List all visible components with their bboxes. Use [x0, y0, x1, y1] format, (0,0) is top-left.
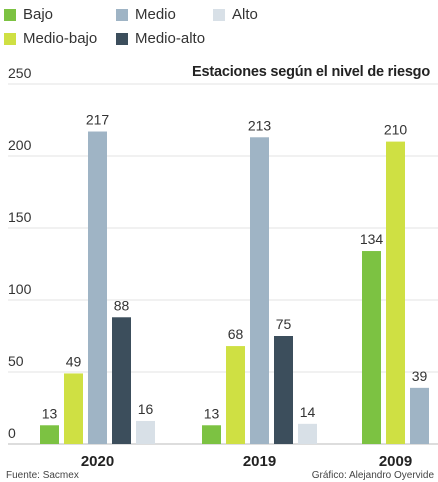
legend-item-medio: Medio [116, 6, 176, 23]
y-tick-label-200: 200 [8, 137, 32, 153]
bar-2009-medio-bajo [386, 141, 405, 444]
legend-swatch-alto [213, 8, 225, 21]
legend-item-bajo: Bajo [4, 6, 53, 23]
y-tick-label-150: 150 [8, 209, 32, 225]
bar-2020-medio-bajo [64, 373, 83, 444]
bar-2020-alto [136, 420, 155, 444]
legend-swatch-medio-alto [116, 32, 128, 45]
x-category-label-2009: 2009 [379, 453, 412, 470]
legend-label-medio-bajo: Medio-bajo [23, 30, 98, 47]
legend-swatch-bajo [4, 8, 16, 21]
data-label-2009-bajo: 134 [360, 231, 384, 247]
data-label-2019-medio-bajo: 68 [228, 326, 244, 342]
y-tick-label-50: 50 [8, 353, 24, 369]
data-label-2019-medio-alto: 75 [276, 316, 292, 332]
data-label-2020-medio: 217 [86, 112, 110, 128]
chart-legend: Bajo Medio Alto Medio-bajo Medio-alto [0, 0, 438, 56]
bar-2019-medio-alto [274, 336, 293, 444]
data-label-2019-medio: 213 [248, 117, 272, 133]
bar-2020-medio-alto [112, 317, 131, 444]
bar-2009-bajo [362, 251, 381, 444]
x-category-label-2020: 2020 [81, 453, 114, 470]
data-label-2009-medio: 39 [412, 368, 428, 384]
bar-2019-medio-bajo [226, 346, 245, 444]
credit-note: Gráfico: Alejandro Oyervide [311, 470, 434, 481]
bar-2009-medio [410, 387, 429, 444]
bar-2019-alto [298, 423, 317, 444]
source-note: Fuente: Sacmex [6, 470, 79, 481]
data-label-2019-bajo: 13 [204, 405, 220, 421]
x-category-label-2019: 2019 [243, 453, 276, 470]
y-tick-label-0: 0 [8, 425, 16, 441]
legend-item-alto: Alto [213, 6, 258, 23]
bar-2019-bajo [202, 425, 221, 444]
legend-label-alto: Alto [232, 6, 258, 23]
bar-2019-medio [250, 137, 269, 444]
bar-2020-bajo [40, 425, 59, 444]
data-label-2019-alto: 14 [300, 404, 316, 420]
data-label-2009-medio-bajo: 210 [384, 122, 408, 138]
legend-label-bajo: Bajo [23, 6, 54, 23]
bar-2020-medio [88, 131, 107, 444]
chart-title: Estaciones según el nivel de riesgo [192, 64, 430, 80]
legend-swatch-medio [116, 8, 128, 21]
data-label-2020-medio-alto: 88 [114, 297, 130, 313]
y-tick-label-100: 100 [8, 281, 32, 297]
data-label-2020-medio-bajo: 49 [66, 353, 82, 369]
data-label-2020-bajo: 13 [42, 405, 58, 421]
data-label-2020-alto: 16 [138, 401, 154, 417]
legend-label-medio-alto: Medio-alto [135, 30, 206, 47]
legend-item-medio-bajo: Medio-bajo [4, 30, 97, 47]
legend-item-medio-alto: Medio-alto [116, 30, 205, 47]
legend-swatch-medio-bajo [4, 32, 16, 45]
y-tick-label-250: 250 [8, 65, 32, 81]
legend-label-medio: Medio [135, 6, 176, 23]
